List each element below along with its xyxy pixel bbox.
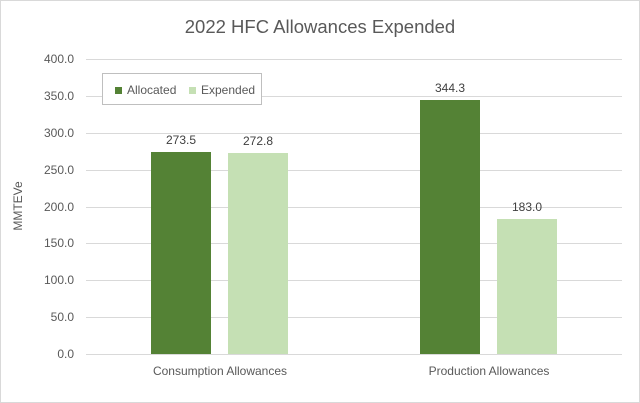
bar-value-label: 272.8 xyxy=(242,134,274,148)
legend-item-allocated[interactable]: Allocated xyxy=(115,83,176,97)
bar-allocated-production[interactable] xyxy=(420,100,480,354)
y-tick-label: 200.0 xyxy=(43,200,74,214)
legend-swatch-allocated xyxy=(115,86,122,94)
bar-value-label: 344.3 xyxy=(434,81,466,95)
legend-label-allocated: Allocated xyxy=(127,83,177,97)
category-label-production: Production Allowances xyxy=(428,364,550,378)
gridline xyxy=(86,96,622,97)
gridline xyxy=(86,133,622,134)
gridline xyxy=(86,59,622,60)
bar-expended-production[interactable] xyxy=(497,219,557,354)
gridline xyxy=(86,354,622,355)
bar-expended-consumption[interactable] xyxy=(228,153,288,354)
y-tick-label: 100.0 xyxy=(43,273,74,287)
y-tick-label: 300.0 xyxy=(43,126,74,140)
category-label-consumption: Consumption Allowances xyxy=(152,364,288,378)
y-tick-label: 0.0 xyxy=(57,347,74,361)
gridline xyxy=(86,170,622,171)
y-tick-label: 150.0 xyxy=(43,236,74,250)
gridline xyxy=(86,243,622,244)
legend-label-expended: Expended xyxy=(201,83,256,97)
y-tick-label: 350.0 xyxy=(43,89,74,103)
gridline xyxy=(86,317,622,318)
bar-value-label: 183.0 xyxy=(511,200,543,214)
gridline xyxy=(86,280,622,281)
bar-allocated-consumption[interactable] xyxy=(151,152,211,354)
y-tick-label: 250.0 xyxy=(43,163,74,177)
legend: Allocated Expended xyxy=(102,73,262,105)
legend-swatch-expended xyxy=(189,86,196,94)
legend-item-expended[interactable]: Expended xyxy=(189,83,255,97)
bar-value-label: 273.5 xyxy=(165,133,197,147)
y-tick-label: 400.0 xyxy=(43,52,74,66)
gridline xyxy=(86,207,622,208)
y-tick-label: 50.0 xyxy=(50,310,74,324)
chart-title: 2022 HFC Allowances Expended xyxy=(184,16,456,37)
